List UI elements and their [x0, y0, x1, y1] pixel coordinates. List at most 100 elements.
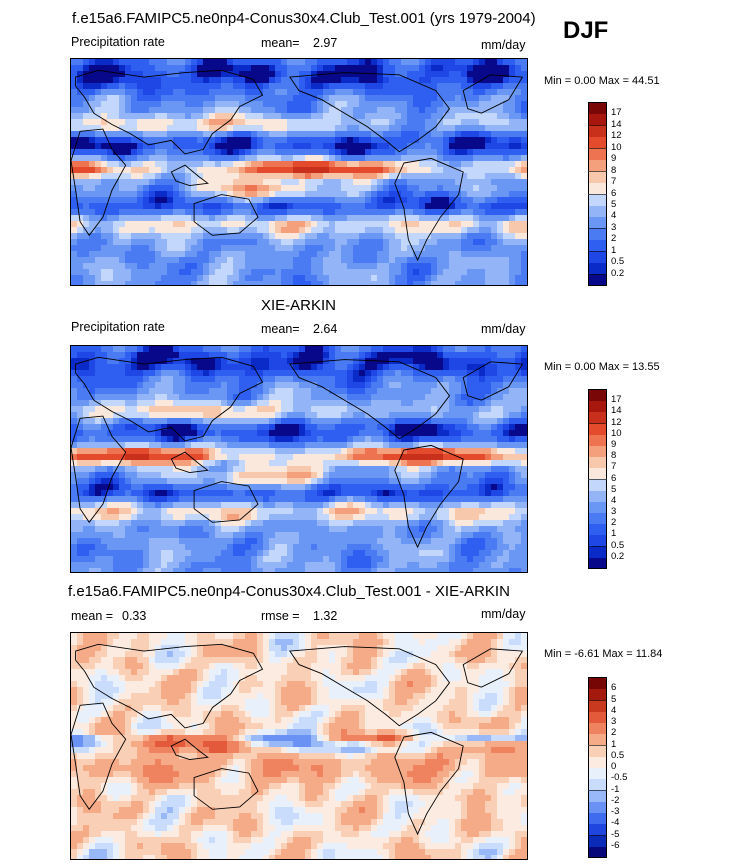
colorbar-tick-label: 1 [611, 528, 617, 540]
panel3-colorbar: -6 -5 -4 -3 -2 -1 -0.5 0 0.5 1 2 3 4 5 6 [588, 677, 638, 858]
coastline [289, 359, 451, 440]
colorbar-box [588, 812, 607, 824]
colorbar-tick-label: 2 [611, 727, 617, 739]
colorbar-tick-label: 2 [611, 517, 617, 529]
colorbar-tick-label: 8 [611, 450, 617, 462]
colorbar-box [588, 834, 607, 847]
colorbar-tick-label: 12 [611, 416, 622, 428]
colorbar-box [588, 250, 607, 263]
colorbar-tick-label: 7 [611, 461, 617, 473]
panel2-minmax: Min = 0.00 Max = 13.55 [544, 361, 660, 373]
coastline [193, 768, 259, 810]
colorbar-tick-label: 7 [611, 176, 617, 188]
panel2-title: XIE-ARKIN [261, 297, 337, 314]
colorbar-tick-label: -5 [611, 828, 620, 840]
coastline [170, 738, 209, 761]
colorbar-tick-label: 14 [611, 118, 622, 130]
colorbar-tick-label: 1 [611, 244, 617, 256]
colorbar-tick-label: 6 [611, 682, 617, 694]
colorbar-box [588, 823, 607, 836]
colorbar-box [588, 422, 607, 435]
panel2-precip-map [70, 345, 528, 573]
colorbar-tick-label: -0.5 [611, 772, 628, 784]
colorbar-tick-label: 0.2 [611, 550, 625, 562]
colorbar-box [588, 523, 607, 536]
colorbar-box [588, 182, 607, 195]
colorbar-box [588, 262, 607, 275]
colorbar-tick-label: 5 [611, 198, 617, 210]
colorbar-box [588, 789, 607, 802]
panel1-unit-label: mm/day [481, 38, 526, 52]
colorbar-tick-label: 0.5 [611, 539, 625, 551]
colorbar-box [588, 500, 607, 513]
colorbar-tick-label: 4 [611, 210, 617, 222]
panel3-rmse-value: 1.32 [313, 609, 338, 623]
colorbar-tick-label: 4 [611, 704, 617, 716]
colorbar-box [588, 444, 607, 457]
coastline [71, 415, 127, 524]
colorbar-box [588, 389, 607, 401]
colorbar-box [588, 239, 607, 252]
colorbar-box [588, 755, 607, 768]
panel3-unit-label: mm/day [481, 607, 526, 621]
colorbar-tick-label: 5 [611, 483, 617, 495]
coastline [193, 194, 259, 236]
coastline [394, 157, 464, 262]
colorbar-box [588, 512, 607, 525]
colorbar-box [588, 216, 607, 229]
colorbar-tick-label: 12 [611, 130, 622, 142]
panel3-mean-label: mean = [71, 609, 114, 623]
colorbar-tick-label: -2 [611, 794, 620, 806]
coastline [289, 646, 451, 727]
colorbar-tick-label: 10 [611, 141, 622, 153]
colorbar-tick-label: 2 [611, 233, 617, 245]
panel1-precip-map [70, 58, 528, 286]
colorbar-tick-label: 3 [611, 506, 617, 518]
panel1-title: f.e15a6.FAMIPC5.ne0np4-Conus30x4.Club_Te… [72, 10, 536, 27]
colorbar-tick-label: 0 [611, 761, 617, 772]
colorbar-tick-label: 17 [611, 394, 622, 406]
colorbar-tick-label: 6 [611, 472, 617, 484]
colorbar-box [588, 273, 607, 286]
colorbar-tick-label: 0.5 [611, 749, 625, 761]
colorbar-box [588, 744, 607, 757]
colorbar-box [588, 699, 607, 712]
colorbar-box [588, 193, 607, 206]
colorbar-box [588, 733, 607, 746]
colorbar-tick-label: 0.2 [611, 267, 625, 279]
colorbar-tick-label: 4 [611, 494, 617, 506]
colorbar-tick-label: -4 [611, 817, 620, 829]
colorbar-box [588, 545, 607, 558]
colorbar-box [588, 556, 607, 569]
panel1-colorbar: 0.2 0.5 1 2 3 4 5 6 7 8 9 10 12 14 17 [588, 102, 638, 286]
colorbar-box [588, 489, 607, 502]
colorbar-box [588, 159, 607, 172]
colorbar-box [588, 124, 607, 137]
panel1-mean-value: 2.97 [313, 36, 338, 50]
colorbar-box [588, 102, 607, 114]
colorbar-box [588, 800, 607, 813]
coastline [394, 444, 464, 549]
colorbar-box [588, 534, 607, 547]
coastline [462, 648, 524, 688]
colorbar-box [588, 710, 607, 723]
colorbar-tick-label: 3 [611, 716, 617, 727]
season-label: DJF [563, 17, 609, 44]
colorbar-box [588, 113, 607, 126]
colorbar-box [588, 227, 607, 240]
panel3-minmax: Min = -6.61 Max = 11.84 [544, 648, 663, 660]
coastline [289, 72, 451, 153]
panel2-mean-label: mean= [261, 322, 300, 336]
panel1-variable-label: Precipitation rate [71, 35, 165, 49]
colorbar-box [588, 467, 607, 480]
colorbar-tick-label: 9 [611, 153, 617, 165]
colorbar-box [588, 767, 607, 779]
panel3-mean-value: 0.33 [122, 609, 147, 623]
coastline [75, 643, 264, 729]
panel2-unit-label: mm/day [481, 322, 526, 336]
coastline [462, 74, 524, 114]
colorbar-tick-label: -6 [611, 839, 620, 851]
colorbar-tick-label: -3 [611, 806, 620, 817]
colorbar-tick-label: 1 [611, 738, 617, 750]
coastline [71, 702, 127, 811]
